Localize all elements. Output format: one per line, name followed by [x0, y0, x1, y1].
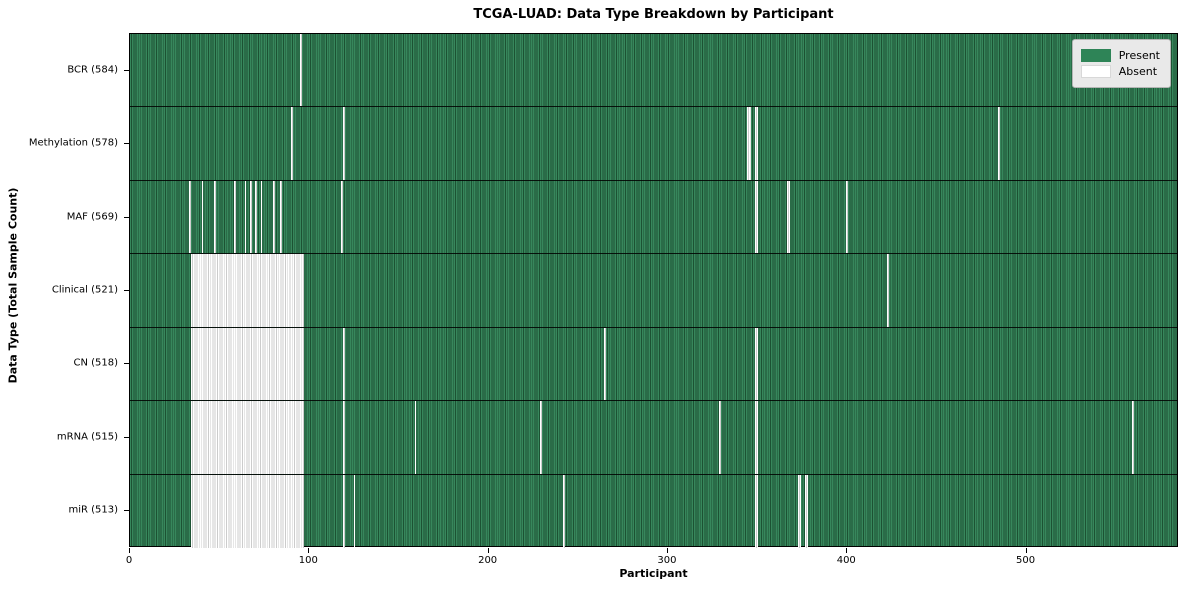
- absent-segment: [563, 474, 565, 548]
- absent-segment: [300, 34, 302, 107]
- absent-segment: [190, 474, 304, 548]
- y-tick-label-maf: MAF (569): [66, 211, 118, 223]
- absent-segment: [887, 254, 889, 327]
- legend: Present Absent: [1071, 39, 1171, 88]
- row-band-bcr: [130, 34, 1177, 108]
- absent-segment: [1132, 401, 1135, 474]
- absent-segment: [255, 180, 258, 254]
- absent-segment: [280, 180, 283, 254]
- absent-segment: [190, 254, 304, 327]
- x-tick-mark: [308, 548, 310, 553]
- absent-segment: [341, 180, 343, 254]
- x-tick-label: 500: [1016, 555, 1036, 566]
- absent-segment: [754, 327, 759, 401]
- absent-segment: [804, 474, 809, 548]
- absent-segment: [190, 327, 304, 401]
- y-tick-label-mir: miR (513): [68, 504, 118, 516]
- absent-segment: [414, 401, 417, 474]
- y-tick-label-cn: CN (518): [73, 357, 118, 369]
- x-tick-mark: [846, 548, 848, 553]
- absent-segment: [353, 474, 356, 548]
- absent-segment: [342, 327, 345, 401]
- y-tick-label-bcr: BCR (584): [67, 64, 118, 76]
- absent-segment: [273, 180, 275, 254]
- x-tick-mark: [666, 548, 668, 553]
- absent-segment: [539, 401, 542, 474]
- x-tick-label: 0: [125, 555, 133, 566]
- y-tick-mark: [124, 436, 129, 438]
- absent-segment: [754, 401, 759, 474]
- row-band-cn: [130, 327, 1177, 402]
- row-band-maf: [130, 180, 1177, 255]
- absent-segment: [604, 327, 607, 401]
- x-tick-label: 200: [478, 555, 498, 566]
- absent-segment: [845, 180, 848, 254]
- absent-segment: [233, 180, 236, 254]
- present-swatch-icon: [1080, 49, 1111, 62]
- y-tick-mark: [124, 69, 129, 71]
- y-tick-mark: [124, 363, 129, 365]
- y-tick-mark: [124, 143, 129, 145]
- absent-segment: [190, 401, 304, 474]
- x-tick-mark: [487, 548, 489, 553]
- absent-segment: [189, 180, 191, 254]
- absent-segment: [786, 180, 791, 254]
- x-tick-label: 300: [657, 555, 677, 566]
- absent-segment: [998, 107, 1000, 180]
- legend-label-present: Present: [1118, 49, 1160, 62]
- absent-segment: [754, 107, 759, 180]
- legend-label-absent: Absent: [1118, 65, 1158, 78]
- absent-segment: [718, 401, 721, 474]
- legend-entry-absent: Absent: [1080, 65, 1160, 78]
- absent-segment: [214, 180, 216, 254]
- y-tick-label-clinical: Clinical (521): [51, 284, 118, 296]
- row-band-mrna: [130, 401, 1177, 475]
- y-tick-mark: [124, 216, 129, 218]
- absent-segment: [797, 474, 802, 548]
- x-tick-label: 400: [836, 555, 856, 566]
- absent-segment: [244, 180, 247, 254]
- absent-segment: [201, 180, 204, 254]
- y-tick-mark: [124, 510, 129, 512]
- chart-title: TCGA-LUAD: Data Type Breakdown by Partic…: [473, 7, 834, 22]
- x-tick-label: 100: [298, 555, 318, 566]
- absent-swatch-icon: [1080, 65, 1111, 78]
- absent-segment: [260, 180, 263, 254]
- absent-segment: [249, 180, 252, 254]
- absent-segment: [754, 474, 759, 548]
- legend-entry-present: Present: [1080, 49, 1160, 62]
- absent-segment: [754, 180, 759, 254]
- plot-area: Present Absent: [129, 33, 1178, 548]
- absent-segment: [342, 107, 345, 180]
- x-tick-mark: [1025, 548, 1027, 553]
- row-band-clinical: [130, 254, 1177, 328]
- y-tick-label-mrna: mRNA (515): [56, 431, 118, 443]
- x-tick-mark: [129, 548, 130, 553]
- y-tick-label-methylation: Methylation (578): [28, 137, 118, 149]
- y-tick-mark: [124, 290, 129, 291]
- absent-segment: [291, 107, 293, 180]
- row-band-mir: [130, 474, 1177, 548]
- absent-segment: [747, 107, 752, 180]
- row-band-methylation: [130, 107, 1177, 181]
- absent-segment: [342, 474, 345, 548]
- x-axis-label: Participant: [619, 567, 688, 580]
- absent-segment: [342, 401, 345, 474]
